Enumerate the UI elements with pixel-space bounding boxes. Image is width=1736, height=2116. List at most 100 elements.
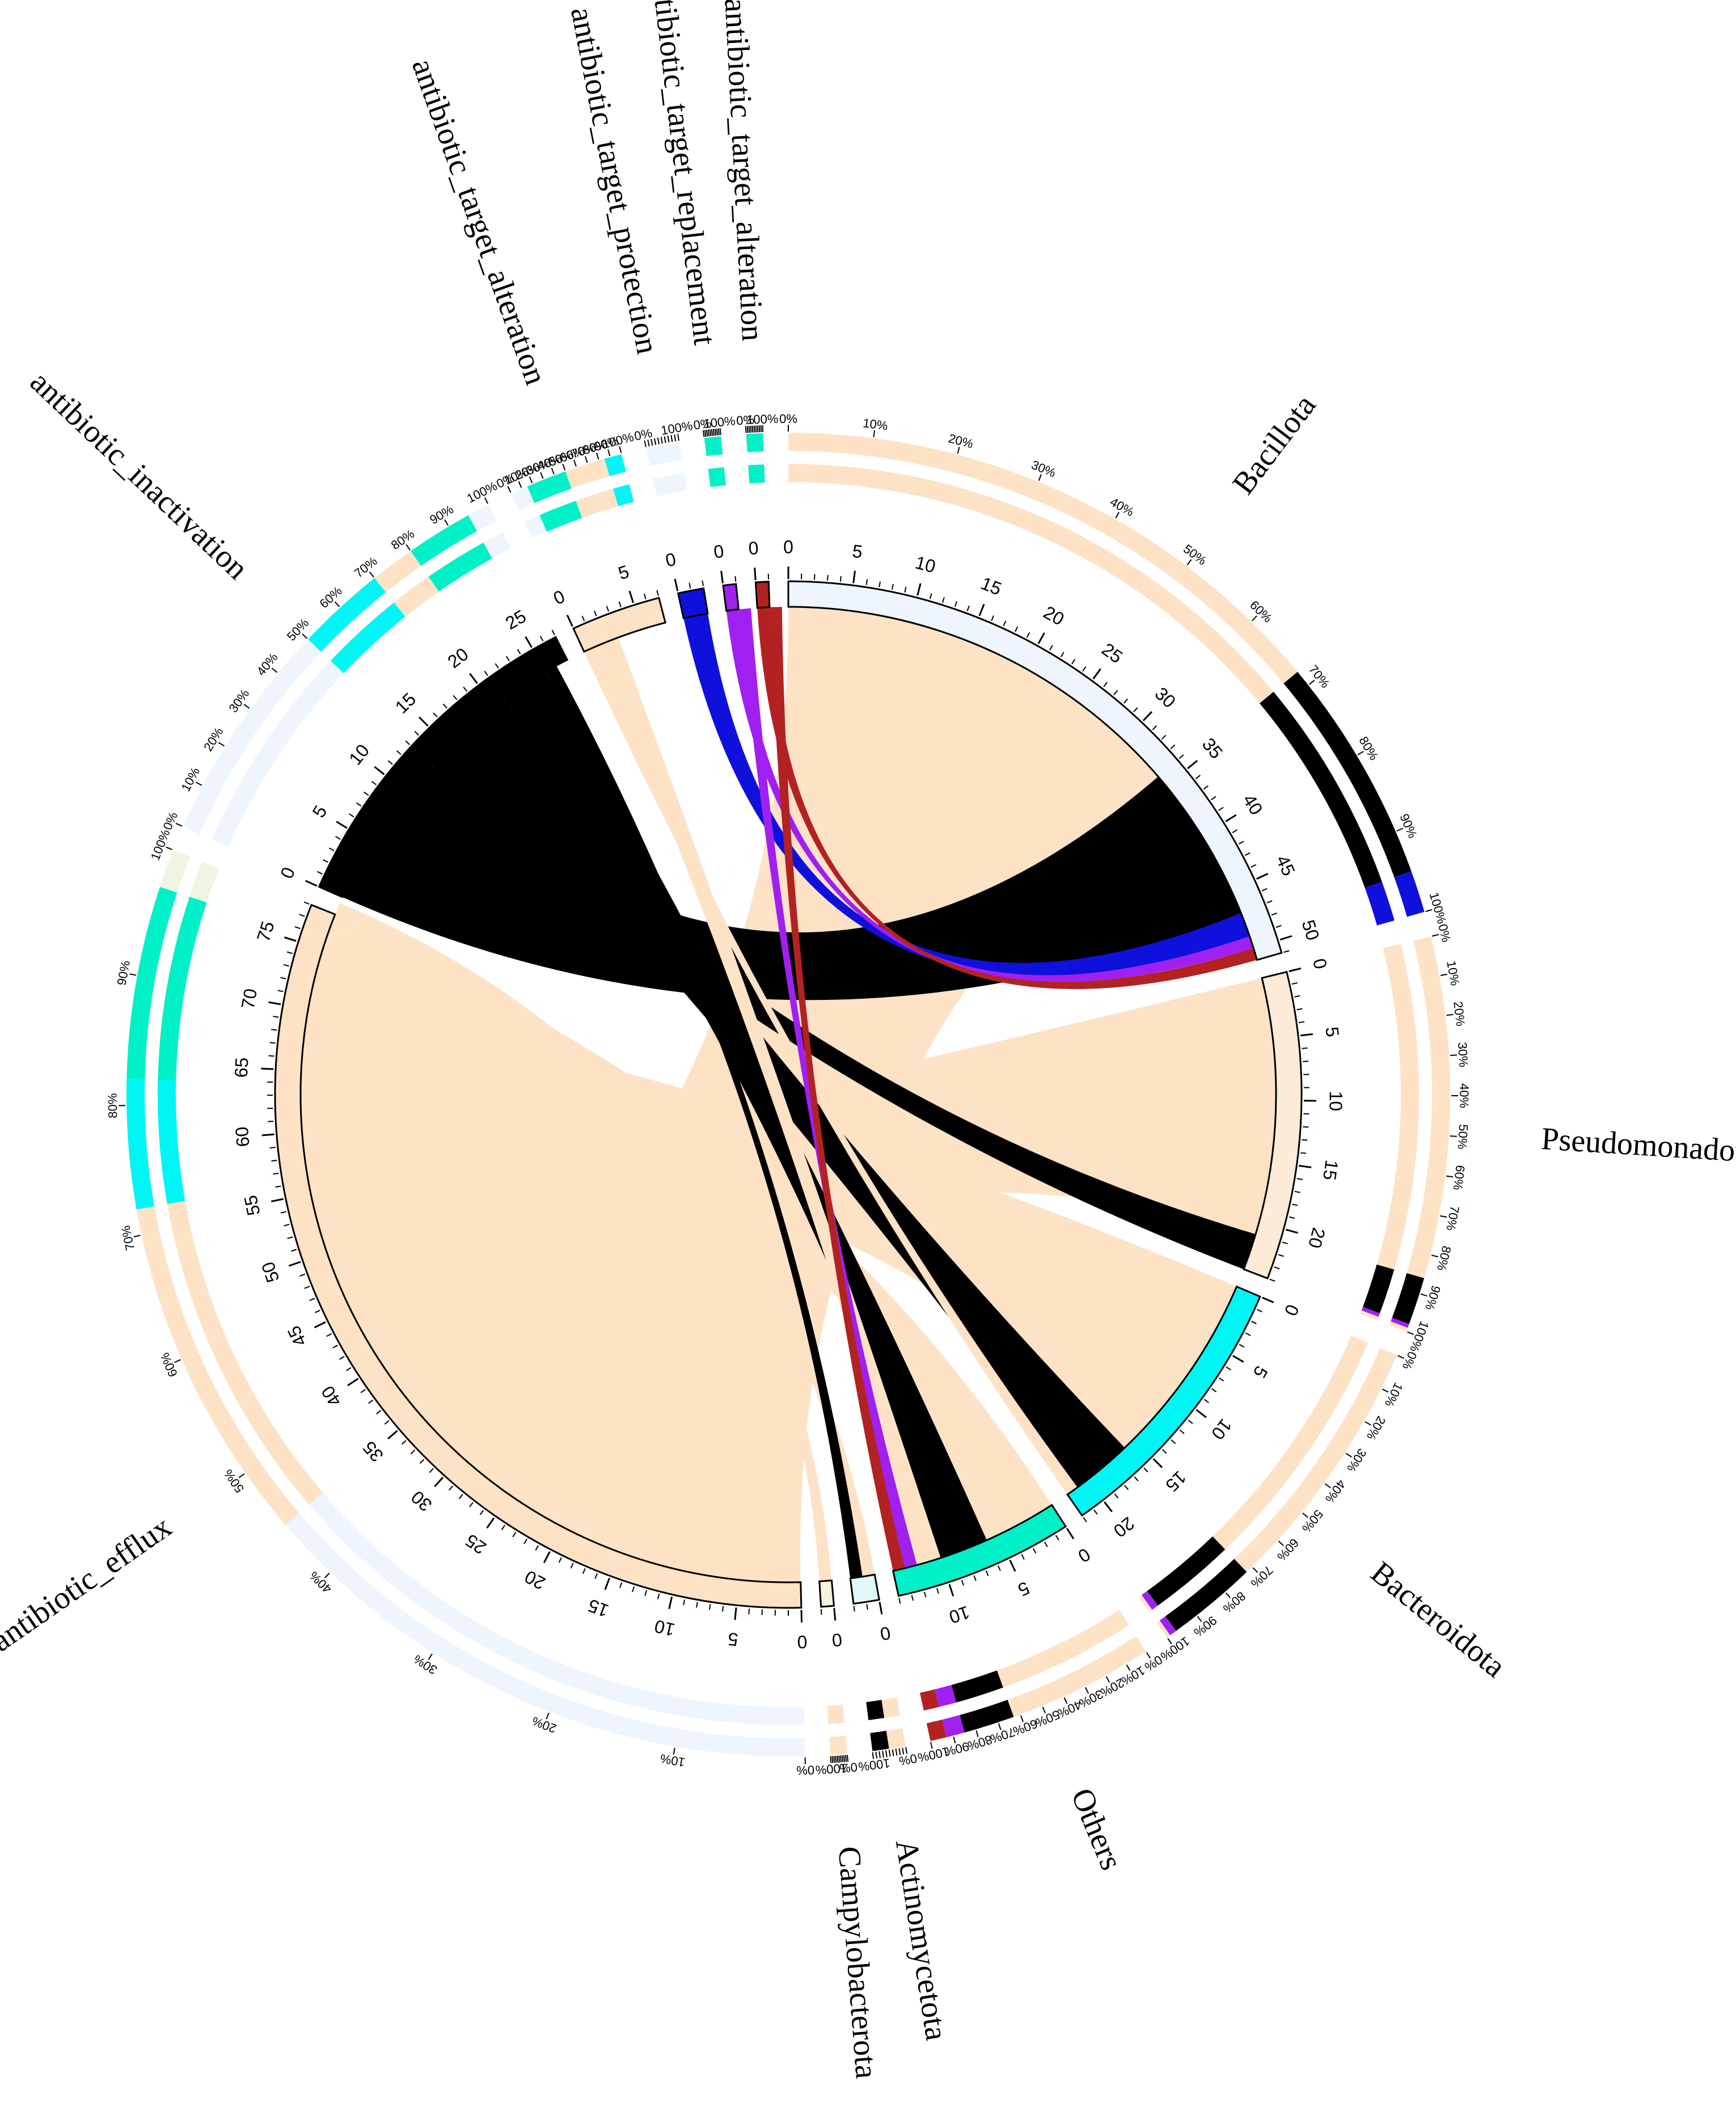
tick-label: 60: [231, 1126, 254, 1147]
stacked-bar: [748, 464, 764, 483]
pct-label: 70%: [1443, 1205, 1462, 1232]
segment-label: Actinomycetota: [889, 1837, 954, 2043]
pct-label: 90%: [115, 960, 133, 987]
stacked-bar: [160, 850, 190, 893]
tick-mark: [967, 606, 969, 611]
tick-mark: [605, 1578, 610, 1590]
stacked-bar: [866, 1700, 884, 1720]
pct-label: 100%: [703, 413, 736, 431]
stacked-bar: [827, 1705, 844, 1724]
stacked-bar: [1234, 1348, 1397, 1572]
tick-mark: [801, 1610, 802, 1623]
pct-label: 70%: [1248, 1563, 1276, 1591]
tick-mark: [415, 731, 419, 735]
pct-label: 20%: [530, 1714, 558, 1736]
pct-label: 80%: [105, 1093, 120, 1118]
tick-label: 5: [616, 561, 632, 584]
pct-label: 100%: [601, 430, 635, 451]
stacked-bar: [374, 551, 421, 593]
pct-tick: [899, 1748, 900, 1755]
pct-label: 80%: [1356, 734, 1381, 763]
tick-label: 70: [238, 987, 261, 1010]
tick-label: 30: [1151, 683, 1180, 712]
tick-mark: [1272, 913, 1277, 915]
segment-arc: [820, 1581, 834, 1607]
tick-mark: [840, 576, 841, 582]
tick-mark: [361, 1389, 365, 1393]
tick-mark: [1188, 761, 1197, 768]
tick-mark: [619, 602, 621, 607]
tick-label: 35: [359, 1437, 388, 1465]
tick-mark: [287, 952, 293, 954]
tick-mark: [1262, 1298, 1274, 1303]
tick-mark: [827, 575, 828, 581]
tick-label: 5: [309, 802, 331, 821]
tick-mark: [632, 1586, 634, 1592]
tick-mark: [1267, 901, 1272, 903]
stacked-bar: [158, 1080, 185, 1204]
pct-tick: [840, 1755, 841, 1762]
tick-mark: [1144, 1468, 1148, 1472]
pct-tick: [902, 1748, 903, 1755]
stacked-bar: [704, 436, 723, 456]
pct-tick: [713, 429, 714, 436]
stacked-bar: [746, 433, 764, 452]
pct-label: 60%: [1451, 1164, 1468, 1191]
tick-mark: [513, 1532, 516, 1537]
pct-label: 10%: [862, 416, 889, 433]
tick-mark: [1143, 712, 1152, 721]
tick-label: 0: [550, 586, 568, 609]
tick-mark: [1274, 1267, 1279, 1269]
tick-mark: [1289, 968, 1301, 971]
tick-label: 0: [797, 1632, 808, 1652]
tick-mark: [1302, 1048, 1307, 1049]
stacked-bar: [653, 472, 687, 496]
tick-label: 20: [443, 644, 472, 672]
tick-mark: [1104, 1502, 1112, 1511]
pct-tick: [651, 439, 652, 446]
tick-mark: [1067, 1528, 1074, 1539]
tick-mark: [535, 1545, 538, 1551]
tick-mark: [1161, 735, 1165, 739]
tick-mark: [986, 1570, 989, 1576]
tick-mark: [669, 1597, 672, 1609]
tick-label: 50: [257, 1260, 284, 1285]
pct-label: 50%: [1299, 1507, 1326, 1535]
pct-label: 100%: [815, 1761, 848, 1777]
tick-mark: [949, 1585, 953, 1596]
tick-mark: [702, 581, 703, 586]
tick-mark: [406, 741, 409, 745]
pct-label: 40%: [1457, 1083, 1471, 1108]
pct-tick: [705, 430, 706, 437]
tick-label: 40: [1239, 791, 1266, 818]
links-layer: [301, 607, 1276, 1582]
tick-label: 10: [1325, 1091, 1346, 1111]
pct-tick: [668, 436, 669, 442]
tick-mark: [288, 1237, 293, 1239]
tick-mark: [271, 1199, 284, 1201]
tick-mark: [364, 792, 369, 796]
tick-mark: [1295, 1192, 1300, 1193]
tick-label: 5: [851, 540, 864, 562]
pct-tick: [654, 438, 656, 445]
tick-mark: [683, 1599, 685, 1605]
tick-mark: [1015, 627, 1017, 632]
tick-mark: [349, 814, 354, 817]
stacked-bar: [126, 1079, 154, 1209]
stacked-bar: [1283, 672, 1411, 877]
pct-label: 30%: [411, 1652, 440, 1678]
tick-mark: [962, 1580, 964, 1585]
tick-mark: [1061, 652, 1063, 657]
tick-label: 15: [1161, 1467, 1190, 1496]
pct-label: 30%: [1344, 1446, 1370, 1475]
tick-mark: [657, 590, 658, 596]
tick-label: 20: [1304, 1226, 1329, 1251]
tick-mark: [385, 1421, 389, 1424]
tick-mark: [273, 1016, 278, 1017]
tick-mark: [411, 1450, 415, 1454]
tick-mark: [291, 1249, 297, 1251]
tick-mark: [1245, 1333, 1251, 1336]
tick-mark: [1292, 983, 1298, 984]
pct-label: 10%: [1444, 960, 1463, 987]
